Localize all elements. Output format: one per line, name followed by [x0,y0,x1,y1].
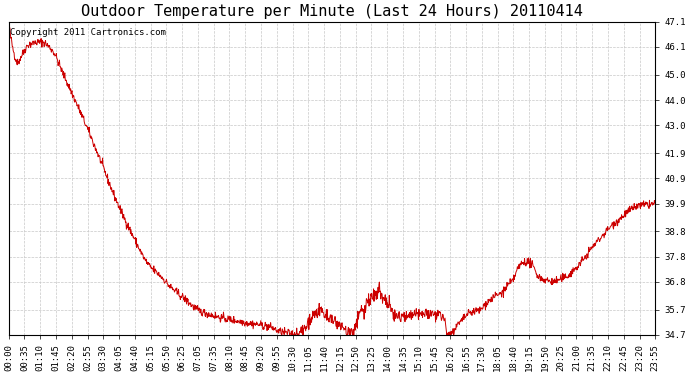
Title: Outdoor Temperature per Minute (Last 24 Hours) 20110414: Outdoor Temperature per Minute (Last 24 … [81,4,583,19]
Text: Copyright 2011 Cartronics.com: Copyright 2011 Cartronics.com [10,28,166,37]
